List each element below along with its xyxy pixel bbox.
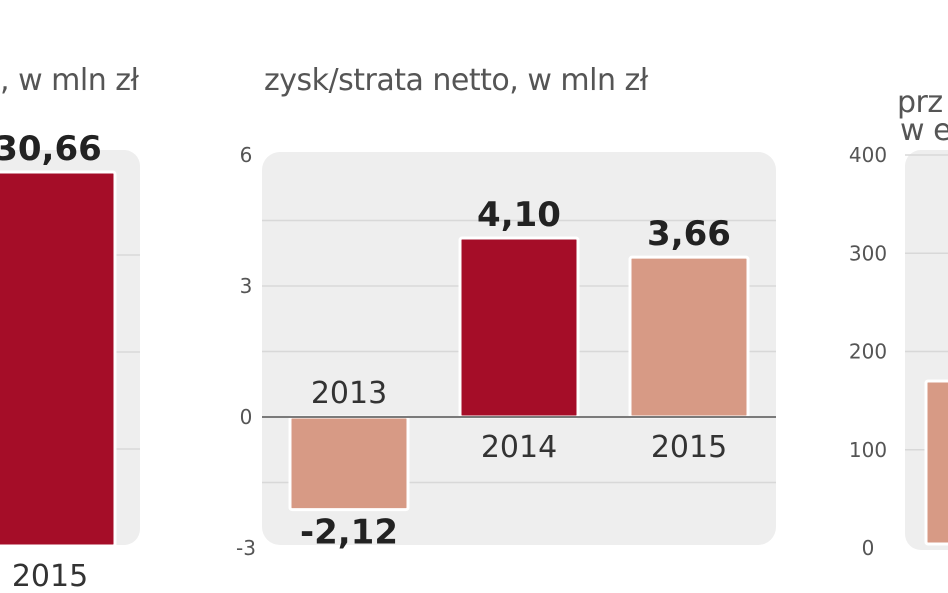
chart-3: prz w e 400 300 200 100 0 <box>849 85 948 560</box>
chart-1-value-label: 30,66 <box>0 129 102 169</box>
chart-2-ytick-label: -3 <box>236 536 256 560</box>
chart-2-value-label: -2,12 <box>300 513 398 553</box>
chart-2: zysk/strata netto, w mln zł 6 3 0 -3 -2,12 2… <box>236 63 776 560</box>
chart-3-ytick-label: 100 <box>849 438 887 462</box>
chart-1-title: , w mln zł <box>0 63 140 98</box>
chart-1-bar-2015 <box>0 170 117 548</box>
chart-3-ytick-label: 200 <box>849 340 887 364</box>
chart-2-bar-2014 <box>458 236 580 419</box>
chart-2-category-label: 2015 <box>651 430 727 465</box>
chart-3-title-line-1: prz <box>897 85 943 120</box>
chart-3-bar <box>924 379 948 546</box>
chart-3-ytick-label: 300 <box>849 241 887 265</box>
chart-2-category-label: 2013 <box>311 376 387 411</box>
chart-2-value-label: 3,66 <box>647 214 731 254</box>
chart-2-value-label: 4,10 <box>477 195 561 235</box>
chart-2-title: zysk/strata netto, w mln zł <box>264 63 649 98</box>
chart-2-bar-2015 <box>628 255 750 419</box>
chart-2-category-label: 2014 <box>481 430 557 465</box>
chart-2-bar-2013 <box>288 415 410 512</box>
chart-2-ytick-label: 6 <box>240 143 253 167</box>
chart-3-title-line-2: w e <box>900 113 948 148</box>
chart-2-ytick-label: 0 <box>240 405 253 429</box>
chart-1-category-label: 2015 <box>12 559 88 593</box>
chart-3-ytick-label: 400 <box>849 143 887 167</box>
chart-1: , w mln zł 30,66 2015 <box>0 63 140 593</box>
chart-3-ytick-label: 0 <box>862 536 875 560</box>
chart-2-ytick-label: 3 <box>240 274 253 298</box>
